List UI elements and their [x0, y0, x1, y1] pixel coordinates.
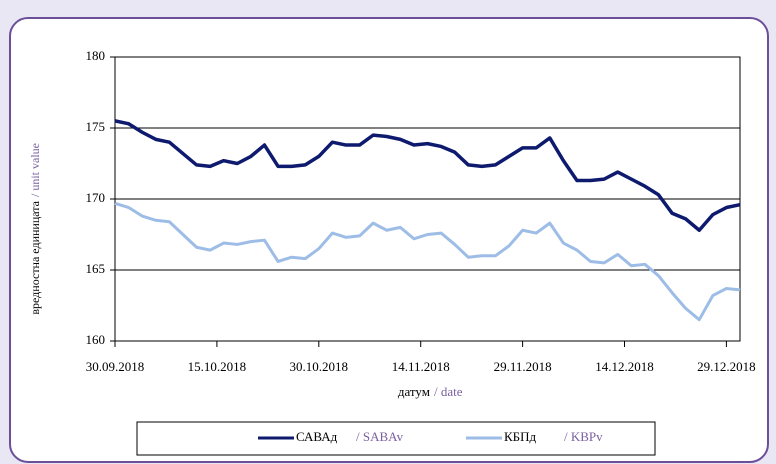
y-axis-label-alt: / unit value — [28, 143, 42, 197]
y-axis-label-group: вредностна единицата / unit value — [28, 143, 42, 315]
legend-label-alt: / KBPv — [564, 429, 603, 444]
x-axis-label: датум — [398, 384, 430, 399]
legend — [136, 421, 656, 456]
x-axis-label-alt: / date — [434, 384, 463, 399]
series-line — [114, 201, 741, 322]
y-tick-label: 170 — [86, 190, 106, 205]
y-tick-label: 180 — [86, 48, 106, 63]
x-tick-label: 14.12.2018 — [595, 359, 654, 374]
x-tick-label: 29.12.2018 — [697, 359, 756, 374]
y-tick-label: 165 — [86, 261, 106, 276]
x-tick-label: 30.10.2018 — [290, 359, 349, 374]
x-tick-label: 14.11.2018 — [392, 359, 450, 374]
series-line — [114, 119, 741, 232]
legend-label: САВАд — [296, 429, 338, 444]
y-axis-label: вредностна единицата — [28, 200, 42, 314]
x-tick-label: 15.10.2018 — [188, 359, 247, 374]
legend-label-alt: / SABAv — [356, 429, 404, 444]
y-tick-label: 160 — [86, 332, 106, 347]
x-tick-label: 29.11.2018 — [494, 359, 552, 374]
legend-label: КБПд — [504, 429, 537, 444]
y-tick-label: 175 — [86, 119, 106, 134]
x-tick-label: 30.09.2018 — [86, 359, 145, 374]
